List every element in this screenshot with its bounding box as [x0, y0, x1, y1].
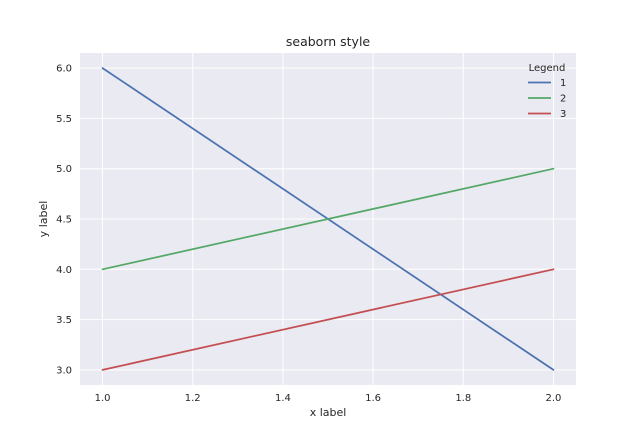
x-tick-label: 1.2 [185, 393, 201, 404]
x-tick-label: 1.6 [365, 393, 381, 404]
series-lines [101, 67, 555, 371]
series-line-3 [101, 268, 555, 371]
legend-label-3: 3 [560, 109, 566, 120]
legend-title: Legend [529, 63, 566, 74]
legend-label-2: 2 [560, 94, 566, 105]
x-tick-label: 1.4 [275, 393, 291, 404]
x-tick-label: 1.8 [455, 393, 471, 404]
y-tick-label: 4.5 [56, 215, 72, 226]
series-line-2 [101, 167, 555, 271]
x-tick-label: 1.0 [95, 393, 111, 404]
chart-title: seaborn style [286, 34, 371, 49]
x-axis-label: x label [310, 406, 347, 419]
x-axis-ticks: 1.0 1.2 1.4 1.6 1.8 2.0 [95, 393, 562, 404]
y-tick-label: 5.5 [56, 114, 72, 125]
y-axis-label: y label [37, 201, 50, 238]
y-tick-label: 3.0 [56, 365, 72, 376]
legend-label-1: 1 [560, 78, 566, 89]
x-tick-label: 2.0 [546, 393, 562, 404]
y-tick-label: 3.5 [56, 315, 72, 326]
y-axis-ticks: 3.0 3.5 4.0 4.5 5.0 5.5 6.0 [56, 64, 72, 377]
y-tick-label: 4.0 [56, 265, 72, 276]
legend: Legend 1 2 3 [528, 63, 566, 120]
y-tick-label: 6.0 [56, 64, 72, 75]
y-tick-label: 5.0 [56, 164, 72, 175]
